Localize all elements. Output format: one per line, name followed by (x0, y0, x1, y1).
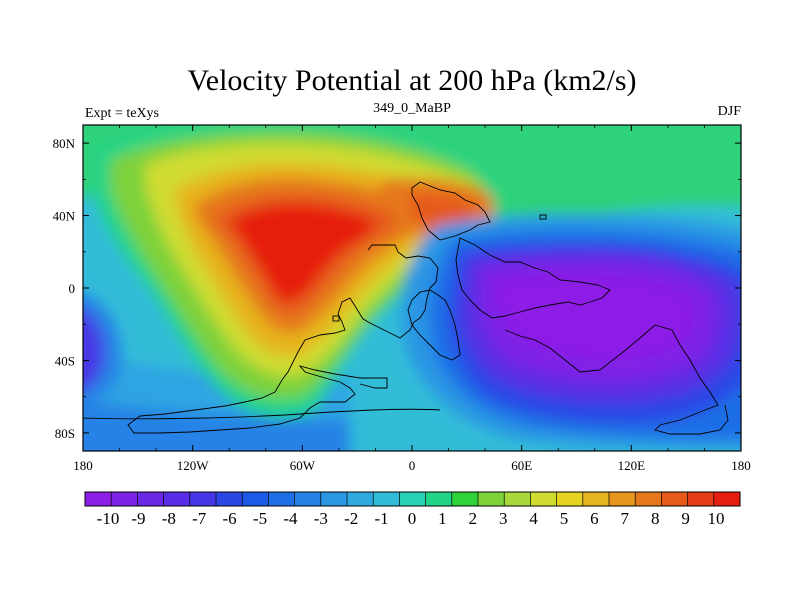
y-tick-label: 40S (55, 353, 75, 368)
colorbar-label: -8 (162, 509, 176, 528)
coastline-africa (407, 289, 461, 361)
colorbar-swatch (451, 492, 479, 506)
coastline-americas (127, 244, 439, 434)
colorbar-label: 0 (408, 509, 417, 528)
colorbar-swatch (373, 492, 400, 506)
colorbar-swatch (111, 492, 138, 506)
colorbar-swatch (425, 492, 453, 506)
colorbar-swatch (609, 492, 636, 506)
colorbar-label: 8 (651, 509, 660, 528)
colorbar-swatch (399, 492, 426, 506)
x-axis: 180 120W 60W 0 60E 120E 180 (73, 125, 751, 473)
x-tick-label: 180 (73, 458, 93, 473)
colorbar-swatch (294, 492, 322, 506)
coastline-australia (504, 324, 729, 435)
colorbar-swatch (216, 492, 243, 506)
chart-title: Velocity Potential at 200 hPa (km2/s) (187, 64, 636, 97)
colorbar-swatch (504, 492, 531, 506)
x-tick-label: 120W (177, 458, 210, 473)
colorbar-label: 10 (708, 509, 725, 528)
colorbar-label: -7 (192, 509, 207, 528)
x-tick-label: 120E (618, 458, 646, 473)
coastline-antarctica (83, 408, 441, 420)
coastline-islet-2 (332, 315, 340, 322)
x-tick-label: 180 (731, 458, 751, 473)
period-label: 349_0_MaBP (373, 101, 451, 116)
colorbar-label: -6 (223, 509, 237, 528)
neg-level-6 (494, 273, 696, 361)
colorbar-label: 4 (529, 509, 538, 528)
colorbar-swatch (163, 492, 191, 506)
y-axis: 80N 40N 0 40S 80S (53, 136, 741, 441)
x-tick-label: 0 (409, 458, 416, 473)
field-south-band-2 (83, 401, 350, 451)
med-ridge-inner (410, 194, 476, 230)
east-edge-lobe (742, 290, 760, 400)
colorbar-swatch (137, 492, 164, 506)
colorbar-swatch (242, 492, 269, 506)
coastlines (83, 181, 729, 435)
y-tick-label: 80S (55, 426, 75, 441)
x-tick-label: 60E (511, 458, 532, 473)
coastline-asia (455, 237, 611, 319)
colorbar-frame (84, 491, 741, 507)
colorbar-label: -5 (253, 509, 267, 528)
colorbar-label: 6 (590, 509, 599, 528)
colorbar-label: 3 (499, 509, 508, 528)
colorbar-label: -1 (375, 509, 389, 528)
coastline-islet (539, 214, 547, 220)
colorbar-swatch (320, 492, 348, 506)
colorbar-swatch (347, 492, 374, 506)
west-edge-lobe-inner (83, 309, 104, 391)
coastline-europe-africa (411, 181, 491, 241)
y-tick-label: 40N (53, 209, 76, 224)
colorbar-swatch (582, 492, 610, 506)
colorbar-swatch (661, 492, 688, 506)
colorbar-swatch (556, 492, 584, 506)
colorbar-label: -2 (344, 509, 358, 528)
y-tick-label: 80N (53, 136, 76, 151)
colorbar-swatch (268, 492, 295, 506)
colorbar-label: 2 (469, 509, 478, 528)
colorbar-label: -10 (97, 509, 120, 528)
colorbar-swatch (85, 492, 112, 506)
contour-field (83, 125, 760, 451)
pos-level-8 (230, 203, 375, 302)
colorbar-label: 9 (681, 509, 690, 528)
colorbar-label: -4 (283, 509, 298, 528)
colorbar-swatch (687, 492, 715, 506)
colorbar-swatch (713, 492, 741, 506)
season-label: DJF (718, 104, 742, 119)
x-tick-label: 60W (290, 458, 316, 473)
colorbar-label: 1 (438, 509, 447, 528)
colorbar-label: -9 (131, 509, 145, 528)
colorbar-label: 5 (560, 509, 569, 528)
colorbar-swatch (478, 492, 505, 506)
colorbar-label: -3 (314, 509, 328, 528)
colorbar-swatch (530, 492, 557, 506)
colorbar-swatch (635, 492, 662, 506)
colorbar-label: 7 (621, 509, 630, 528)
colorbar: -10 -9 -8 -7 -6 -5 -4 -3 -2 -1 0 1 2 3 4 5 6 7 8 9 10 (84, 491, 741, 528)
y-tick-label: 0 (69, 281, 76, 296)
experiment-label: Expt = teXys (85, 106, 159, 121)
colorbar-swatch (189, 492, 217, 506)
